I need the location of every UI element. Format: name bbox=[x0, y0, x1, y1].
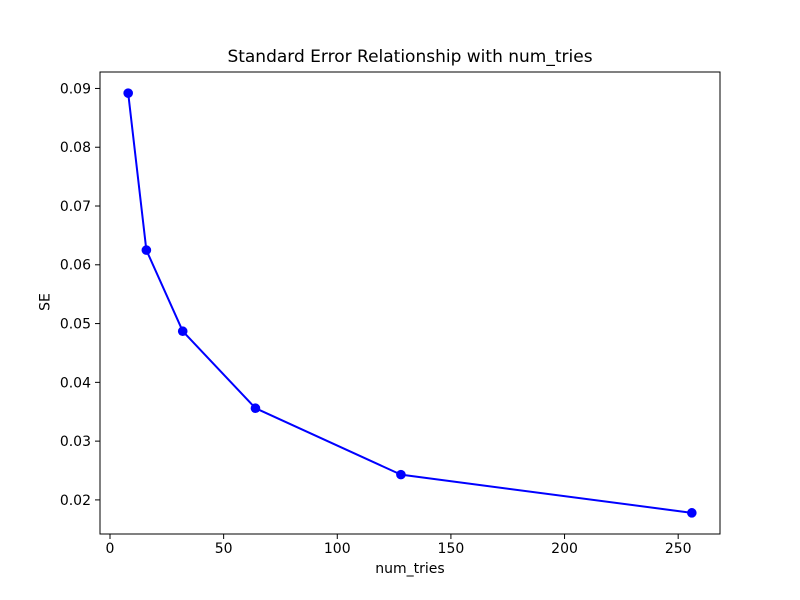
y-axis-tick-label: 0.08 bbox=[60, 140, 91, 156]
x-axis-tick-label: 150 bbox=[438, 541, 465, 557]
y-axis-tick-label: 0.09 bbox=[60, 81, 91, 97]
y-axis-label: SE bbox=[37, 293, 54, 311]
data-point bbox=[687, 508, 697, 518]
y-axis-tick-label: 0.02 bbox=[60, 493, 91, 509]
x-axis-tick-label: 200 bbox=[551, 541, 578, 557]
x-axis-tick-label: 0 bbox=[106, 541, 115, 557]
chart-title: Standard Error Relationship with num_tri… bbox=[227, 47, 593, 67]
x-axis-tick-label: 250 bbox=[665, 541, 692, 557]
data-point bbox=[141, 245, 152, 255]
data-point bbox=[123, 88, 133, 98]
x-axis-tick-label: 100 bbox=[324, 541, 351, 557]
x-axis-tick-label: 50 bbox=[215, 541, 233, 557]
y-axis-tick-label: 0.07 bbox=[60, 199, 91, 215]
plot-frame bbox=[99, 71, 721, 535]
data-line bbox=[127, 92, 693, 514]
data-point bbox=[396, 469, 406, 480]
y-axis-tick-label: 0.05 bbox=[60, 316, 91, 332]
data-point bbox=[250, 403, 261, 414]
data-point bbox=[177, 326, 188, 337]
y-axis-tick-label: 0.06 bbox=[60, 258, 91, 274]
y-axis-tick-label: 0.03 bbox=[60, 434, 91, 450]
x-axis-label: num_tries bbox=[375, 561, 445, 577]
y-axis-tick-label: 0.04 bbox=[60, 375, 91, 391]
